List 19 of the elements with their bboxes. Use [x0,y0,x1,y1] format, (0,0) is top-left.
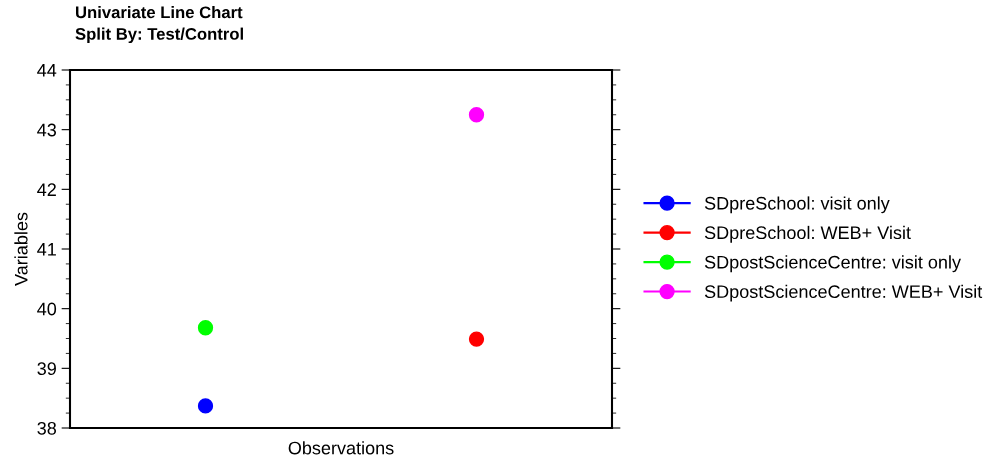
y-tick-label: 40 [37,302,57,316]
point [468,331,485,347]
legend-label: SDpostScienceCentre: visit only [704,255,961,273]
y-tick-label: 38 [37,421,57,435]
legend-label: SDpreSchool: visit only [704,196,890,214]
chart-subtitle: Split By: Test/Control [75,27,243,44]
point [197,320,214,336]
y-axis-title: Variables [14,212,28,286]
point [468,107,485,123]
y-tick-label: 44 [37,64,57,77]
y-tick-label: 41 [37,243,56,256]
y-tick-label: 43 [37,123,57,137]
y-tick-label: 42 [37,183,56,196]
chart-title: Univariate Line Chart [76,6,243,19]
legend-label: SDpostScienceCentre: WEB+ Visit [704,284,983,302]
x-axis-title: Observations [288,441,394,455]
point [197,398,214,414]
legend-label: SDpreSchool: WEB+ Visit [704,225,911,243]
y-tick-label: 39 [37,362,56,376]
